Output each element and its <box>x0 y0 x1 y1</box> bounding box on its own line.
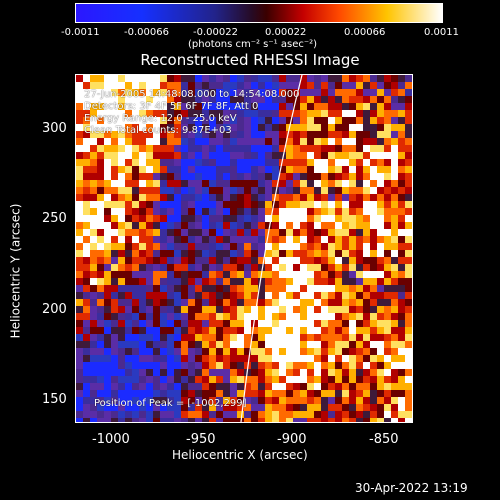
colorbar-tick: 0.0011 <box>424 27 459 38</box>
rhessi-image-panel: 27-Jun-2005 14:48:08.000 to 14:54:08.000… <box>75 74 413 423</box>
detectors-annotation: Detectors: 3F 4F 5F 6F 7F 8F, Att 0 <box>84 101 259 112</box>
x-tick-label: -1000 <box>92 432 130 447</box>
counts-annotation: Clean Total counts: 9.87E+03 <box>84 125 232 136</box>
peak-position-annotation: Position of Peak = [-1002,299] <box>94 398 247 409</box>
y-tick-label: 200 <box>42 302 67 317</box>
colorbar-tick: -0.00066 <box>124 27 169 38</box>
x-tick-label: -950 <box>186 432 216 447</box>
plot-timestamp: 30-Apr-2022 13:19 <box>355 481 468 495</box>
x-tick-label: -900 <box>277 432 307 447</box>
y-tick-label: 150 <box>42 392 67 407</box>
image-title: Reconstructed RHESSI Image <box>140 51 360 69</box>
x-tick-label: -850 <box>369 432 399 447</box>
colorbar-tick: 0.00066 <box>344 27 386 38</box>
x-axis-label: Heliocentric X (arcsec) <box>172 448 308 462</box>
y-tick-label: 250 <box>42 211 67 226</box>
colorbar-tick: 0.00022 <box>265 27 307 38</box>
rhessi-image-map <box>76 75 412 422</box>
y-axis-label: Heliocentric Y (arcsec) <box>8 203 23 339</box>
colorbar-tick: -0.00022 <box>193 27 238 38</box>
y-tick-label: 300 <box>42 121 67 136</box>
colorbar <box>75 3 443 23</box>
energy-range-annotation: Energy Range: 12.0 - 25.0 keV <box>84 113 237 124</box>
colorbar-unit-label: (photons cm⁻² s⁻¹ asec⁻²) <box>188 39 318 50</box>
solar-limb-line <box>240 75 303 422</box>
time-range-annotation: 27-Jun-2005 14:48:08.000 to 14:54:08.000 <box>84 89 300 100</box>
colorbar-tick: -0.0011 <box>61 27 100 38</box>
